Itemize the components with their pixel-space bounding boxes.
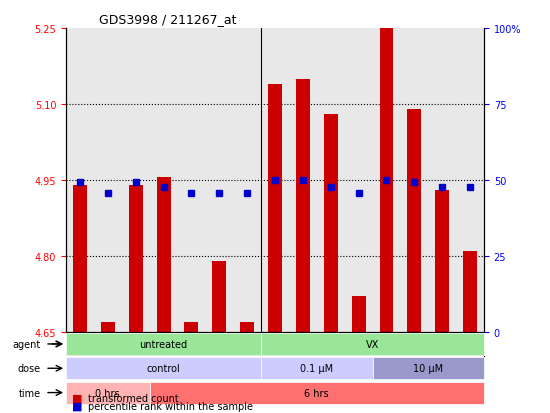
Text: control: control [147,363,180,373]
Text: VX: VX [366,339,379,349]
Text: percentile rank within the sample: percentile rank within the sample [88,401,253,411]
Text: 10 μM: 10 μM [413,363,443,373]
Bar [101,322,115,332]
FancyBboxPatch shape [66,358,261,379]
FancyBboxPatch shape [261,333,484,355]
Bar [184,322,199,332]
Bar [408,110,421,332]
FancyBboxPatch shape [66,333,261,355]
Bar [240,322,254,332]
Text: 0 hrs: 0 hrs [96,388,120,398]
FancyBboxPatch shape [261,358,372,379]
Text: agent: agent [13,339,41,349]
Bar [379,29,393,332]
Text: untreated: untreated [140,339,188,349]
Bar [73,185,87,332]
Bar [435,190,449,332]
Bar [268,85,282,332]
Bar [212,261,226,332]
Bar [324,115,338,332]
Bar [296,79,310,332]
Bar [463,251,477,332]
Bar [129,185,142,332]
FancyBboxPatch shape [66,382,150,404]
Text: dose: dose [18,363,41,373]
Text: ■: ■ [72,393,82,403]
Text: GDS3998 / 211267_at: GDS3998 / 211267_at [100,13,237,26]
Bar [351,297,366,332]
Bar [157,178,170,332]
Text: ■: ■ [72,401,82,411]
Text: 6 hrs: 6 hrs [305,388,329,398]
Text: 0.1 μM: 0.1 μM [300,363,333,373]
FancyBboxPatch shape [372,358,484,379]
FancyBboxPatch shape [150,382,484,404]
Text: time: time [19,388,41,398]
Text: transformed count: transformed count [88,393,179,403]
